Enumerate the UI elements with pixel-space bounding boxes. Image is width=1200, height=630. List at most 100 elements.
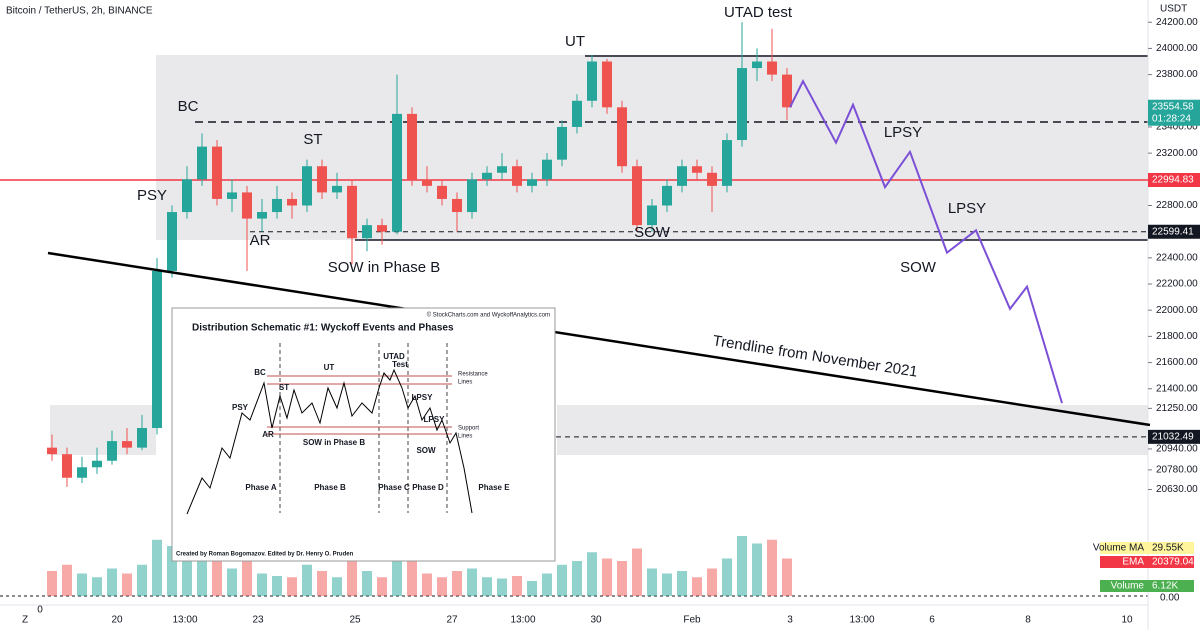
- y-tick-label: 22800.00: [1156, 200, 1198, 211]
- volume-bar: [257, 573, 267, 596]
- x-tick-label: 8: [1025, 615, 1031, 626]
- phase-label: Phase A: [245, 483, 276, 492]
- y-tick-label: 20780.00: [1156, 465, 1198, 476]
- candle-body: [77, 467, 87, 478]
- y-tick-label: 22400.00: [1156, 252, 1198, 263]
- inset-label: SOW: [416, 446, 436, 455]
- candle-body: [107, 441, 117, 461]
- y-tick-label: 24200.00: [1156, 17, 1198, 28]
- volume-bar: [392, 546, 402, 596]
- volume-bar: [287, 577, 297, 596]
- y-tick-label: 22000.00: [1156, 305, 1198, 316]
- volume-bar: [737, 536, 747, 596]
- inset-label: PSY: [232, 403, 249, 412]
- volume-bar: [467, 568, 477, 596]
- price-label: 21032.49: [1152, 431, 1194, 442]
- annotation: LPSY: [884, 124, 922, 141]
- volume-bar: [332, 577, 342, 596]
- candle-body: [182, 179, 192, 213]
- candle-body: [632, 166, 642, 226]
- volume-bar: [437, 577, 447, 596]
- inset-label: Test: [392, 360, 408, 369]
- volume-bar: [152, 539, 162, 596]
- inset-label: LPSY: [412, 393, 434, 402]
- last-price: 23554.58: [1152, 101, 1194, 112]
- candle-body: [572, 100, 582, 127]
- legend-name: Volume MA: [1093, 543, 1144, 554]
- y-tick-label: 20630.00: [1156, 484, 1198, 495]
- volume-bar: [632, 548, 642, 596]
- inset-label: Lines: [458, 380, 472, 386]
- volume-bar: [347, 552, 357, 596]
- inset: © StockCharts.com and WyckoffAnalytics.c…: [171, 307, 556, 562]
- candle-body: [662, 185, 672, 206]
- annotation: BC: [178, 98, 199, 115]
- left-zero: 0: [37, 605, 43, 616]
- candle-body: [407, 113, 417, 180]
- volume-bar: [242, 561, 252, 596]
- candle-body: [557, 126, 567, 160]
- y-tick-label: 22200.00: [1156, 279, 1198, 290]
- price-label-box: [1148, 172, 1200, 187]
- volume-bar: [377, 577, 387, 596]
- volume-bar: [677, 571, 687, 596]
- volume-bar: [167, 546, 177, 596]
- candle-body: [737, 68, 747, 141]
- candle-body: [362, 225, 372, 239]
- inset-label: SOW in Phase B: [303, 438, 365, 447]
- y-tick-label: 23200.00: [1156, 148, 1198, 159]
- support-zone: [557, 405, 1148, 455]
- candle-body: [62, 454, 72, 478]
- annotation: LPSY: [948, 200, 986, 217]
- volume-bar: [617, 561, 627, 596]
- x-tick-label: 13:00: [849, 615, 874, 626]
- candle-body: [512, 166, 522, 186]
- candle-body: [437, 185, 447, 199]
- volume-bar: [497, 578, 507, 596]
- candle-body: [422, 179, 432, 186]
- volume-bar: [197, 548, 207, 596]
- volume-bar: [122, 573, 132, 596]
- volume-bar: [407, 558, 417, 596]
- price-label: 22994.83: [1152, 175, 1194, 186]
- y-tick-label: 23400.00: [1156, 122, 1198, 133]
- volume-bar: [782, 558, 792, 596]
- volume-bar: [272, 576, 282, 596]
- legend-box: [1100, 556, 1194, 568]
- right-zero: 0.00: [1160, 593, 1180, 604]
- phase-label: Phase D: [412, 483, 444, 492]
- legend-box: [1100, 580, 1194, 592]
- x-tick-label: 13:00: [510, 615, 535, 626]
- legend-value: 29.55K: [1152, 543, 1184, 554]
- x-tick-label: 6: [929, 615, 935, 626]
- inset-label: Support: [458, 426, 479, 432]
- candle-body: [47, 447, 57, 455]
- volume-bar: [227, 568, 237, 596]
- candle-body: [167, 212, 177, 271]
- volume-bar: [662, 573, 672, 596]
- candle-body: [302, 166, 312, 206]
- price-label-box: [1148, 224, 1200, 239]
- inset-title: Distribution Schematic #1: Wyckoff Event…: [192, 323, 454, 334]
- y-tick-label: 20940.00: [1156, 444, 1198, 455]
- volume-bar: [317, 571, 327, 596]
- candle-body: [347, 185, 357, 239]
- candle-body: [722, 140, 732, 186]
- projection-path: [789, 78, 1063, 404]
- candle-body: [317, 166, 327, 193]
- volume-bar: [422, 573, 432, 596]
- legend-box: [1100, 542, 1194, 554]
- candle-body: [617, 107, 627, 167]
- candle-body: [392, 113, 402, 232]
- annotation: SOW: [900, 259, 937, 276]
- candle-body: [227, 192, 237, 199]
- volume-bar: [47, 571, 57, 596]
- inset-label: AR: [262, 430, 274, 439]
- corner[interactable]: Z: [22, 615, 28, 626]
- candle-body: [677, 166, 687, 186]
- candle-body: [377, 225, 387, 232]
- candle-body: [647, 205, 657, 226]
- candle-body: [452, 198, 462, 213]
- schematic-path: [186, 368, 473, 515]
